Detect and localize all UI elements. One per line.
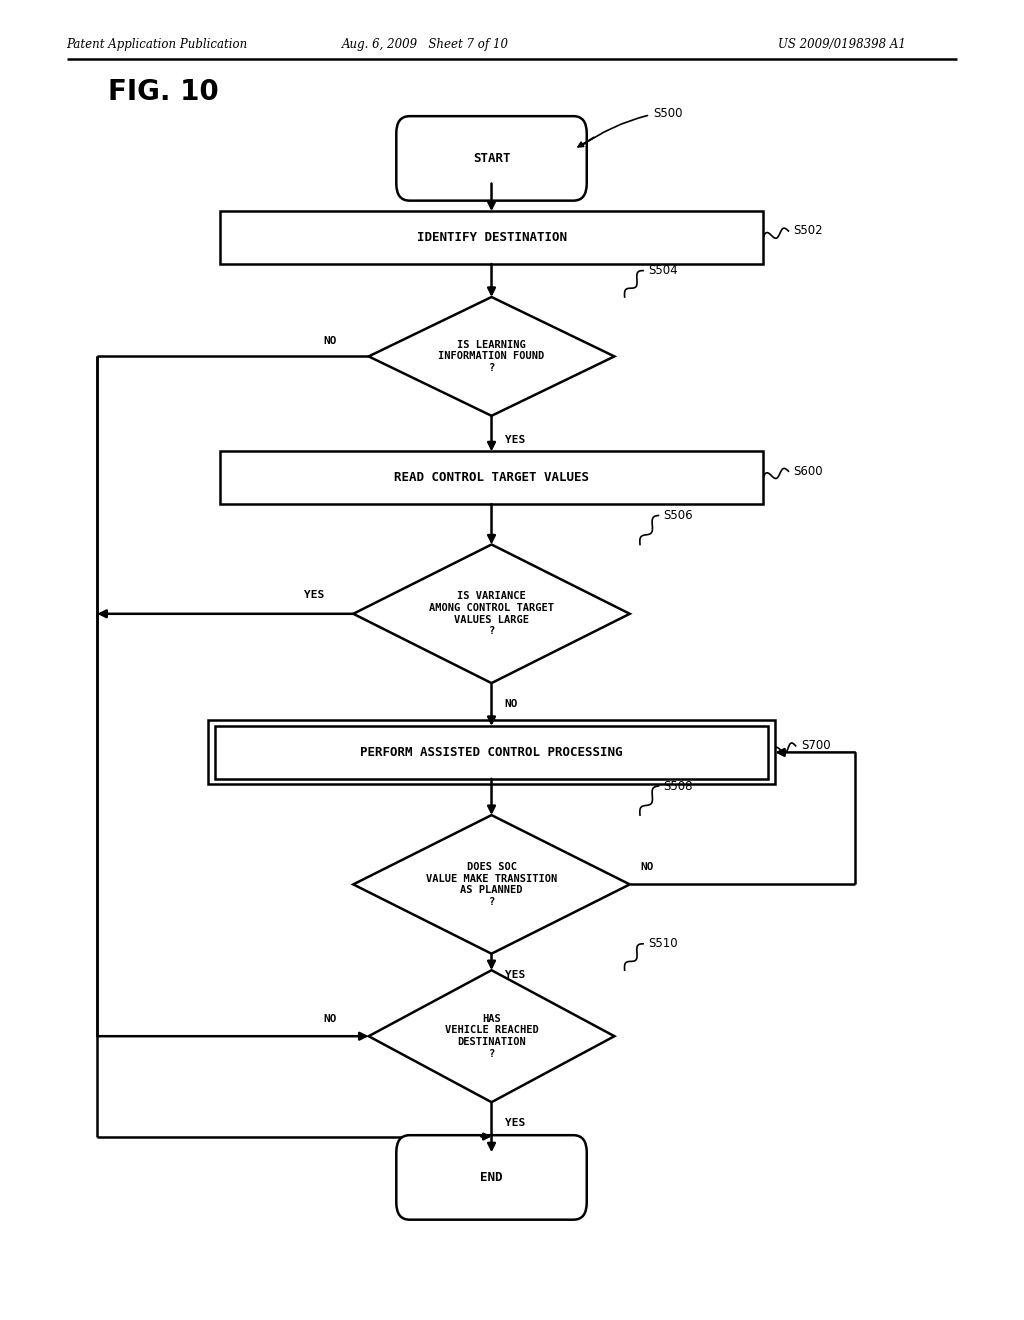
Bar xyxy=(208,721,775,784)
Bar xyxy=(220,451,763,504)
Text: START: START xyxy=(473,152,510,165)
Text: NO: NO xyxy=(323,335,337,346)
Text: S510: S510 xyxy=(648,937,678,950)
Text: US 2009/0198398 A1: US 2009/0198398 A1 xyxy=(778,38,906,51)
Text: YES: YES xyxy=(304,590,325,601)
Text: READ CONTROL TARGET VALUES: READ CONTROL TARGET VALUES xyxy=(394,471,589,484)
Text: Patent Application Publication: Patent Application Publication xyxy=(67,38,248,51)
Text: YES: YES xyxy=(505,434,525,445)
Text: END: END xyxy=(480,1171,503,1184)
Text: Aug. 6, 2009   Sheet 7 of 10: Aug. 6, 2009 Sheet 7 of 10 xyxy=(341,38,509,51)
Polygon shape xyxy=(369,970,614,1102)
Text: S600: S600 xyxy=(794,465,823,478)
Polygon shape xyxy=(353,544,630,682)
Text: NO: NO xyxy=(323,1014,337,1024)
Text: NO: NO xyxy=(505,700,518,709)
Text: IDENTIFY DESTINATION: IDENTIFY DESTINATION xyxy=(417,231,566,244)
FancyBboxPatch shape xyxy=(396,1135,587,1220)
Text: IS VARIANCE
AMONG CONTROL TARGET
VALUES LARGE
?: IS VARIANCE AMONG CONTROL TARGET VALUES … xyxy=(429,591,554,636)
Text: IS LEARNING
INFORMATION FOUND
?: IS LEARNING INFORMATION FOUND ? xyxy=(438,339,545,374)
Text: FIG. 10: FIG. 10 xyxy=(108,78,218,107)
Text: YES: YES xyxy=(505,970,525,979)
Text: DOES SOC
VALUE MAKE TRANSITION
AS PLANNED
?: DOES SOC VALUE MAKE TRANSITION AS PLANNE… xyxy=(426,862,557,907)
Text: S506: S506 xyxy=(664,510,693,521)
Text: S700: S700 xyxy=(801,739,830,752)
FancyBboxPatch shape xyxy=(396,116,587,201)
Text: NO: NO xyxy=(640,862,653,873)
Text: YES: YES xyxy=(505,1118,525,1129)
Text: S504: S504 xyxy=(648,264,678,277)
Text: HAS
VEHICLE REACHED
DESTINATION
?: HAS VEHICLE REACHED DESTINATION ? xyxy=(444,1014,539,1059)
Bar xyxy=(220,211,763,264)
Polygon shape xyxy=(353,814,630,953)
Bar xyxy=(215,726,768,779)
Text: S502: S502 xyxy=(794,224,823,238)
Text: PERFORM ASSISTED CONTROL PROCESSING: PERFORM ASSISTED CONTROL PROCESSING xyxy=(360,746,623,759)
Polygon shape xyxy=(369,297,614,416)
Text: S500: S500 xyxy=(653,107,683,120)
Text: S508: S508 xyxy=(664,780,693,792)
